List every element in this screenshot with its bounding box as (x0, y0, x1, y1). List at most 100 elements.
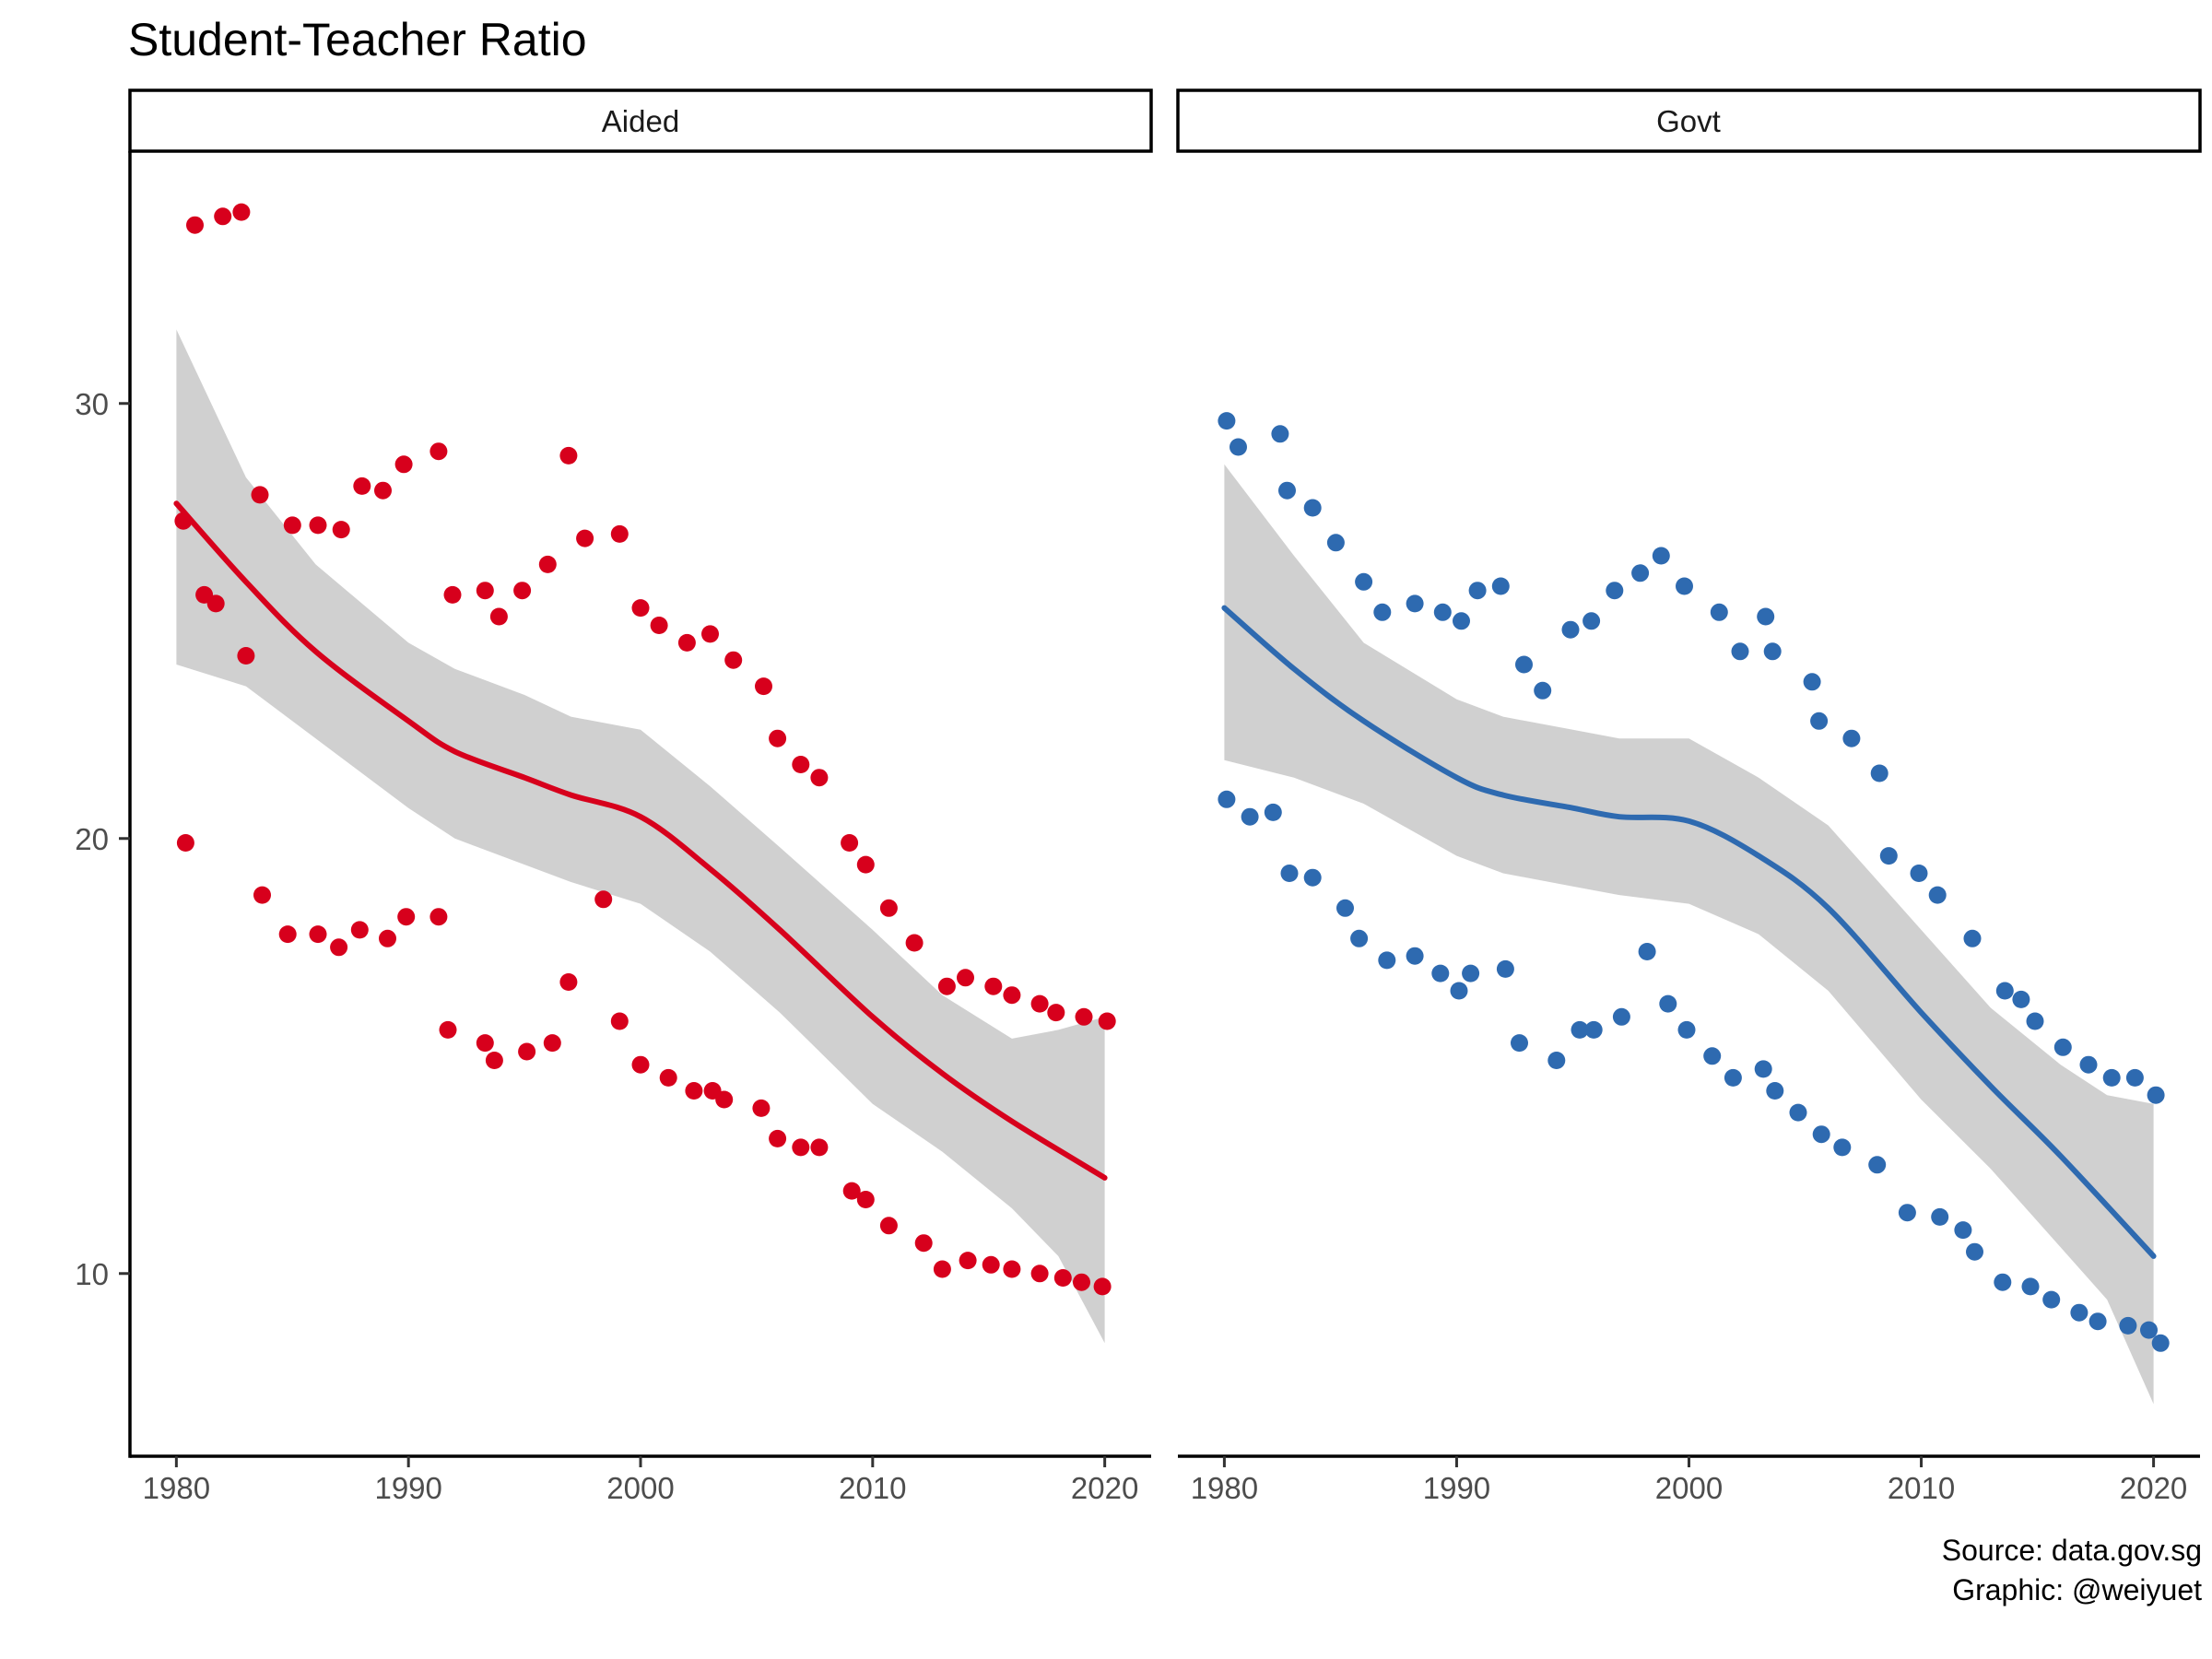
data-point (278, 925, 297, 944)
data-point (397, 908, 416, 926)
data-point (1677, 1020, 1696, 1039)
confidence-band (176, 329, 1105, 1344)
data-point (610, 1012, 629, 1030)
data-point (1406, 947, 1424, 965)
data-point (330, 938, 348, 957)
data-point (1218, 412, 1236, 430)
data-point (237, 647, 255, 665)
data-point (769, 729, 787, 747)
data-point (2042, 1290, 2061, 1309)
data-point (1710, 603, 1728, 621)
data-point (1336, 899, 1354, 917)
data-point (1638, 943, 1656, 960)
caption-graphic: Graphic: @weiyuet (1952, 1573, 2202, 1606)
data-point (1278, 481, 1296, 500)
data-point (214, 207, 232, 226)
data-point (1462, 964, 1480, 982)
data-point (856, 855, 875, 874)
trend-line (173, 500, 1108, 1181)
x-tick-label: 2000 (1655, 1471, 1723, 1505)
data-point (1547, 1052, 1566, 1069)
data-point (2079, 1055, 2098, 1074)
data-point (1303, 868, 1322, 887)
data-point (792, 1138, 810, 1157)
data-point (1561, 620, 1580, 639)
data-point (186, 216, 204, 234)
data-point (984, 977, 1003, 995)
data-point (1731, 642, 1749, 661)
data-point (1928, 886, 1947, 904)
data-point (715, 1090, 734, 1109)
y-tick-label: 30 (75, 387, 109, 421)
data-point (905, 934, 924, 952)
data-point (594, 890, 613, 909)
data-point (792, 756, 810, 773)
data-point (1966, 1242, 1983, 1261)
data-point (1931, 1207, 1949, 1226)
data-point (2119, 1316, 2137, 1335)
data-point (1754, 1060, 1772, 1078)
data-point (2147, 1086, 2165, 1104)
data-point (1703, 1047, 1722, 1065)
data-point (1218, 790, 1236, 808)
data-point (1763, 642, 1782, 661)
data-point (914, 1234, 933, 1253)
data-point (429, 908, 448, 926)
data-point (518, 1042, 536, 1061)
data-point (631, 599, 650, 618)
y-tick-label: 10 (75, 1257, 109, 1291)
data-point (1612, 1007, 1630, 1026)
data-point (2102, 1068, 2121, 1087)
data-point (309, 925, 327, 944)
data-point (1676, 577, 1693, 595)
data-point (1812, 1125, 1830, 1144)
data-point (1030, 994, 1049, 1013)
data-point (1003, 986, 1021, 1005)
x-tick-label: 2020 (2120, 1471, 2187, 1505)
data-point (1994, 1273, 2012, 1291)
panel-govt: 1980 1990 2000 2010 2020 (1178, 412, 2200, 1505)
data-point (610, 524, 629, 543)
x-tick-label: 1980 (1191, 1471, 1258, 1505)
data-point (1271, 425, 1289, 443)
data-point (1910, 865, 1928, 882)
data-point (724, 651, 743, 669)
data-point (1842, 729, 1861, 747)
data-point (559, 446, 578, 465)
data-point (1584, 1020, 1603, 1039)
data-point (1098, 1012, 1116, 1030)
data-point (1303, 499, 1322, 517)
data-point (842, 1182, 861, 1200)
data-point (176, 834, 194, 852)
data-point (1230, 438, 1247, 456)
data-point (769, 1129, 787, 1147)
data-point (576, 529, 594, 547)
data-point (959, 1252, 977, 1270)
data-point (559, 973, 578, 991)
data-point (1898, 1204, 1916, 1222)
data-point (1241, 807, 1259, 826)
data-point (283, 516, 301, 535)
trend-line (1221, 605, 2157, 1259)
data-point (1373, 603, 1392, 621)
data-point (1491, 577, 1510, 595)
data-point (1431, 964, 1450, 982)
data-point (957, 969, 974, 987)
data-point (1326, 534, 1345, 552)
x-tick-label: 1990 (1423, 1471, 1490, 1505)
y-axis: 10 20 30 (75, 151, 132, 1458)
data-point (685, 1082, 703, 1100)
data-point (1468, 582, 1487, 600)
data-point (1868, 1156, 1887, 1174)
data-point (1810, 712, 1829, 730)
data-point (1453, 612, 1470, 630)
data-point (489, 607, 508, 626)
data-point (1515, 655, 1533, 674)
data-point (513, 582, 532, 600)
data-point (350, 921, 369, 939)
data-point (650, 617, 668, 634)
data-point (1264, 803, 1282, 821)
data-point (309, 516, 327, 535)
data-point (206, 594, 225, 613)
chart-title: Student-Teacher Ratio (128, 14, 587, 65)
